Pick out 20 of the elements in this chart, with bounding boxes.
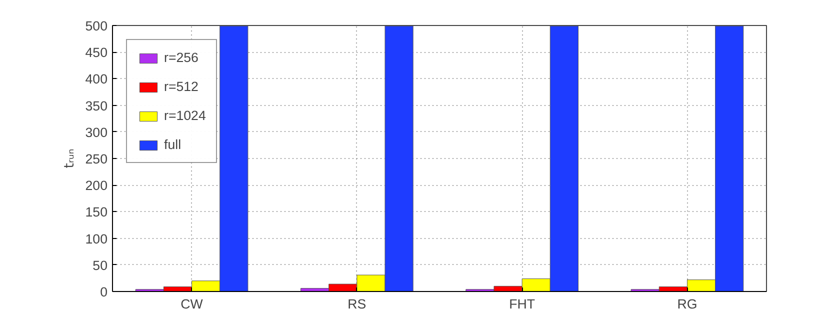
legend-label: r=1024 (164, 108, 206, 123)
x-tick-label: FHT (509, 296, 536, 312)
y-tick-label: 200 (85, 178, 108, 194)
x-tick-label: RG (677, 296, 698, 312)
y-tick-label: 450 (85, 45, 108, 60)
y-tick-label: 100 (85, 231, 108, 246)
y-tick-label: 50 (92, 258, 108, 273)
y-axis-title: tᵣᵤₙ (62, 148, 78, 168)
y-tick-label: 350 (85, 98, 108, 114)
legend-label: r=512 (164, 79, 198, 94)
y-tick-label: 400 (85, 72, 108, 87)
legend-label: r=256 (164, 50, 198, 65)
y-tick-label: 150 (85, 204, 108, 220)
y-tick-label: 0 (100, 284, 108, 300)
legend-label: full (164, 137, 182, 152)
y-tick-label: 250 (85, 152, 108, 166)
x-tick-label: CW (180, 296, 204, 312)
y-tick-label: 300 (85, 124, 108, 140)
x-tick-label: RS (348, 296, 366, 312)
y-tick-label: 500 (85, 18, 108, 34)
